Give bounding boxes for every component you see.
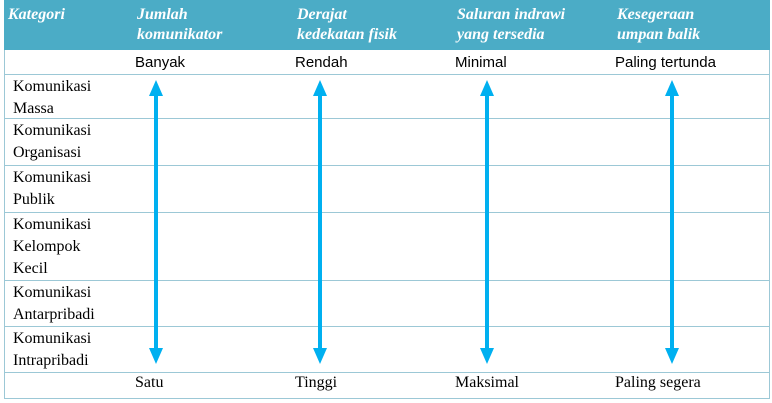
category-text: Massa [13, 100, 54, 117]
header-text: komunikator [137, 26, 223, 43]
category-text: Kelompok [13, 238, 81, 255]
arrow-head [149, 80, 163, 96]
bottom-label: Maksimal [455, 374, 519, 391]
category-text: Komunikasi [13, 78, 92, 95]
header-text: Derajat [297, 6, 347, 23]
category-text: Komunikasi [13, 122, 92, 139]
row-border [4, 74, 770, 75]
row-border [4, 372, 770, 373]
category-text: Intrapribadi [13, 352, 89, 369]
category-text: Organisasi [13, 144, 82, 161]
arrow-head [480, 80, 494, 96]
arrow-head [665, 348, 679, 364]
row-border [4, 212, 770, 213]
arrow-head [665, 80, 679, 96]
header-row [4, 0, 770, 50]
header-text: Kesegeraan [617, 6, 695, 23]
row-border [4, 398, 770, 399]
header-text: Saluran indrawi [457, 6, 566, 23]
top-label: Banyak [135, 54, 186, 71]
category-text: Publik [13, 191, 55, 208]
arrow-head [149, 348, 163, 364]
right-border [769, 50, 770, 398]
header-text: umpan balik [617, 26, 701, 43]
row-border [4, 280, 770, 281]
category-text: Komunikasi [13, 330, 92, 347]
top-label: Rendah [295, 54, 348, 71]
bottom-label: Tinggi [295, 374, 338, 391]
category-text: Komunikasi [13, 216, 92, 233]
left-border [4, 50, 5, 398]
category-text: Komunikasi [13, 169, 92, 186]
arrow-head [313, 80, 327, 96]
row-border [4, 165, 770, 166]
category-text: Komunikasi [13, 284, 92, 301]
category-text: Antarpribadi [13, 306, 95, 323]
bottom-label: Satu [135, 374, 164, 391]
arrow-head [313, 348, 327, 364]
top-label: Paling tertunda [615, 54, 716, 71]
bottom-label: Paling segera [615, 374, 701, 391]
header-text: Jumlah [137, 6, 188, 23]
arrow-head [480, 348, 494, 364]
category-text: Kecil [13, 260, 48, 277]
row-border [4, 118, 770, 119]
header-text: yang tersedia [457, 26, 545, 43]
row-border [4, 326, 770, 327]
header-text: Kategori [8, 6, 65, 23]
header-text: kedekatan fisik [297, 26, 397, 43]
top-label: Minimal [455, 54, 507, 71]
